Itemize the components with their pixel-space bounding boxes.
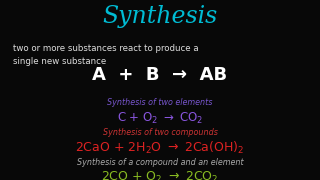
Text: two or more substances react to produce a: two or more substances react to produce … [13,44,198,53]
Text: Synthesis of a compound and an element: Synthesis of a compound and an element [77,158,243,167]
Text: Synthesis of two compounds: Synthesis of two compounds [103,128,217,137]
Text: 2CO + O$_2$ $\rightarrow$ 2CO$_2$: 2CO + O$_2$ $\rightarrow$ 2CO$_2$ [101,170,219,180]
Text: Synthesis of two elements: Synthesis of two elements [107,98,213,107]
Text: 2CaO + 2H$_2$O $\rightarrow$ 2Ca(OH)$_2$: 2CaO + 2H$_2$O $\rightarrow$ 2Ca(OH)$_2$ [76,140,244,156]
Text: single new substance: single new substance [13,57,106,66]
Text: A  +  B  →  AB: A + B → AB [92,66,228,84]
Text: Synthesis: Synthesis [102,5,218,28]
Text: C + O$_2$ $\rightarrow$ CO$_2$: C + O$_2$ $\rightarrow$ CO$_2$ [117,111,203,126]
